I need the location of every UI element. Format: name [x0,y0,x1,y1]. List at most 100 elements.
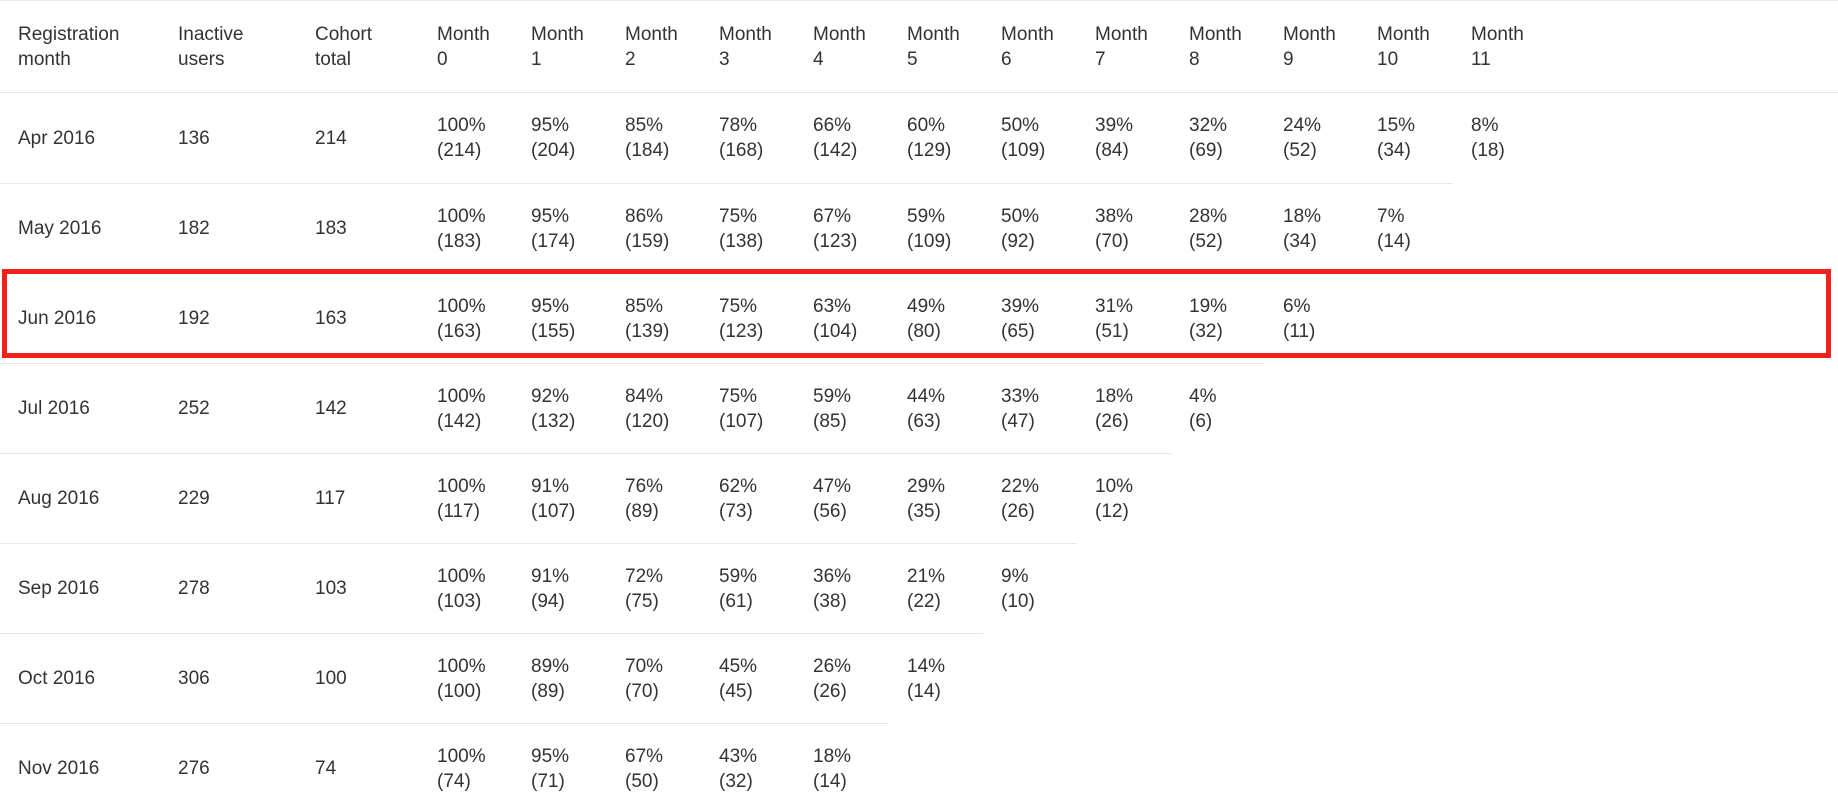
retention-count: (132) [531,410,576,432]
retention-count: (6) [1189,410,1213,432]
retention-cell [1359,453,1453,543]
retention-cell: 59% (61) [701,543,795,633]
column-header: Month 6 [983,0,1077,93]
cohort-row: Nov 2016 276 74 100% (74) 95% (71) 67% (50) 43% (3… [0,723,1838,806]
retention-percent: 100% [437,655,486,677]
retention-cell [1265,633,1359,723]
retention-percent: 44% [907,385,946,407]
retention-cell: 32% (69) [1171,93,1265,183]
retention-count: (107) [531,500,576,522]
cohort-total-cell: 100 [297,633,419,723]
retention-cell: 100% (100) [419,633,513,723]
retention-cell: 91% (107) [513,453,607,543]
inactive-users-cell: 252 [160,363,297,453]
retention-cell: 31% (51) [1077,273,1171,363]
retention-count: (56) [813,500,847,522]
retention-percent: 63% [813,295,852,317]
column-header-line: month [18,48,71,70]
retention-percent: 50% [1001,205,1040,227]
retention-cell: 63% (104) [795,273,889,363]
retention-count: (10) [1001,590,1035,612]
retention-cell: 39% (65) [983,273,1077,363]
column-header-line: Inactive [178,23,244,45]
retention-percent: 59% [813,385,852,407]
retention-cell: 60% (129) [889,93,983,183]
retention-count: (74) [437,770,471,792]
retention-percent: 28% [1189,205,1228,227]
column-header-line: Month [437,23,490,45]
column-header-line: 11 [1471,48,1491,70]
retention-cell [1453,453,1547,543]
retention-percent: 6% [1283,295,1311,317]
retention-count: (85) [813,410,847,432]
retention-cell: 75% (138) [701,183,795,273]
retention-count: (142) [813,140,858,161]
retention-count: (50) [625,770,659,792]
retention-percent: 60% [907,115,946,136]
retention-percent: 62% [719,475,758,497]
retention-cell: 6% (11) [1265,273,1359,363]
column-header-line: 3 [719,48,730,70]
retention-count: (142) [437,410,482,432]
retention-count: (14) [907,680,941,702]
registration-month-cell: Jun 2016 [0,273,160,363]
retention-count: (26) [813,680,847,702]
row-filler [1547,183,1838,273]
inactive-users-cell: 278 [160,543,297,633]
retention-cell [1077,723,1171,806]
column-header-line: 7 [1095,48,1106,70]
retention-count: (184) [625,140,670,161]
retention-count: (139) [625,320,670,342]
retention-cell: 100% (74) [419,723,513,806]
retention-percent: 50% [1001,115,1040,136]
registration-month-cell: Aug 2016 [0,453,160,543]
retention-cell: 100% (163) [419,273,513,363]
column-header-line: 10 [1377,48,1399,70]
retention-percent: 10% [1095,475,1134,497]
retention-percent: 21% [907,565,946,587]
retention-cell: 4% (6) [1171,363,1265,453]
registration-month-cell: May 2016 [0,183,160,273]
retention-cell [1453,543,1547,633]
retention-count: (103) [437,590,482,612]
retention-cell: 84% (120) [607,363,701,453]
retention-count: (204) [531,140,576,161]
retention-cell: 67% (50) [607,723,701,806]
row-filler [1547,543,1838,633]
column-header-line: 4 [813,48,824,70]
retention-percent: 36% [813,565,852,587]
retention-cell [1171,633,1265,723]
retention-count: (100) [437,680,482,702]
retention-percent: 84% [625,385,664,407]
retention-count: (183) [437,230,482,252]
retention-percent: 9% [1001,565,1029,587]
retention-count: (32) [1189,320,1223,342]
retention-percent: 85% [625,115,664,136]
retention-cell [983,633,1077,723]
column-header-line: 0 [437,48,448,70]
column-header-line: Month [1377,23,1430,45]
retention-count: (92) [1001,230,1035,252]
retention-count: (63) [907,410,941,432]
retention-count: (163) [437,320,482,342]
retention-cell: 75% (107) [701,363,795,453]
retention-percent: 95% [531,115,570,136]
inactive-users-cell: 306 [160,633,297,723]
retention-cell: 91% (94) [513,543,607,633]
retention-cell: 100% (214) [419,93,513,183]
retention-cell: 95% (155) [513,273,607,363]
row-filler [1547,453,1838,543]
column-header: Month 10 [1359,0,1453,93]
column-header-line: Month [907,23,960,45]
retention-count: (11) [1283,320,1316,342]
retention-cell: 85% (184) [607,93,701,183]
retention-percent: 92% [531,385,570,407]
retention-cell: 75% (123) [701,273,795,363]
retention-cell: 47% (56) [795,453,889,543]
retention-percent: 47% [813,475,852,497]
retention-cell [983,723,1077,806]
retention-cell: 70% (70) [607,633,701,723]
retention-percent: 43% [719,745,758,767]
retention-cell [1453,273,1547,363]
